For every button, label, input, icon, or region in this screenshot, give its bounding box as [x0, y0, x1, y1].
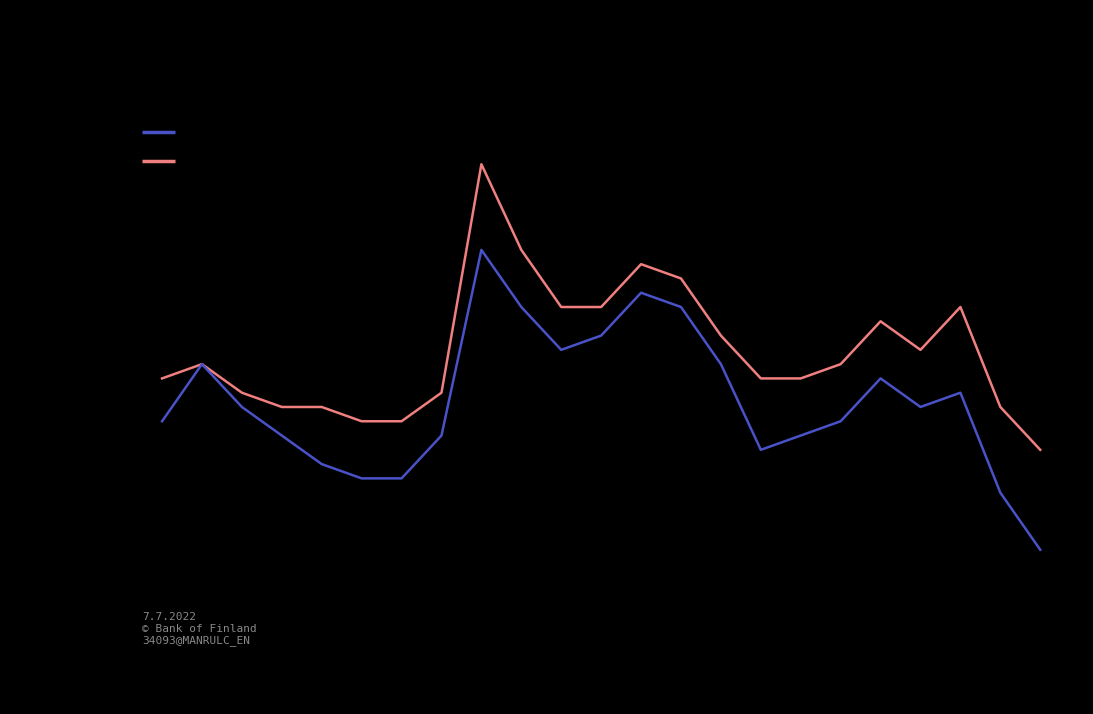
Text: 7.7.2022
© Bank of Finland
34093@MANRULC_EN: 7.7.2022 © Bank of Finland 34093@MANRULC… — [142, 612, 257, 646]
